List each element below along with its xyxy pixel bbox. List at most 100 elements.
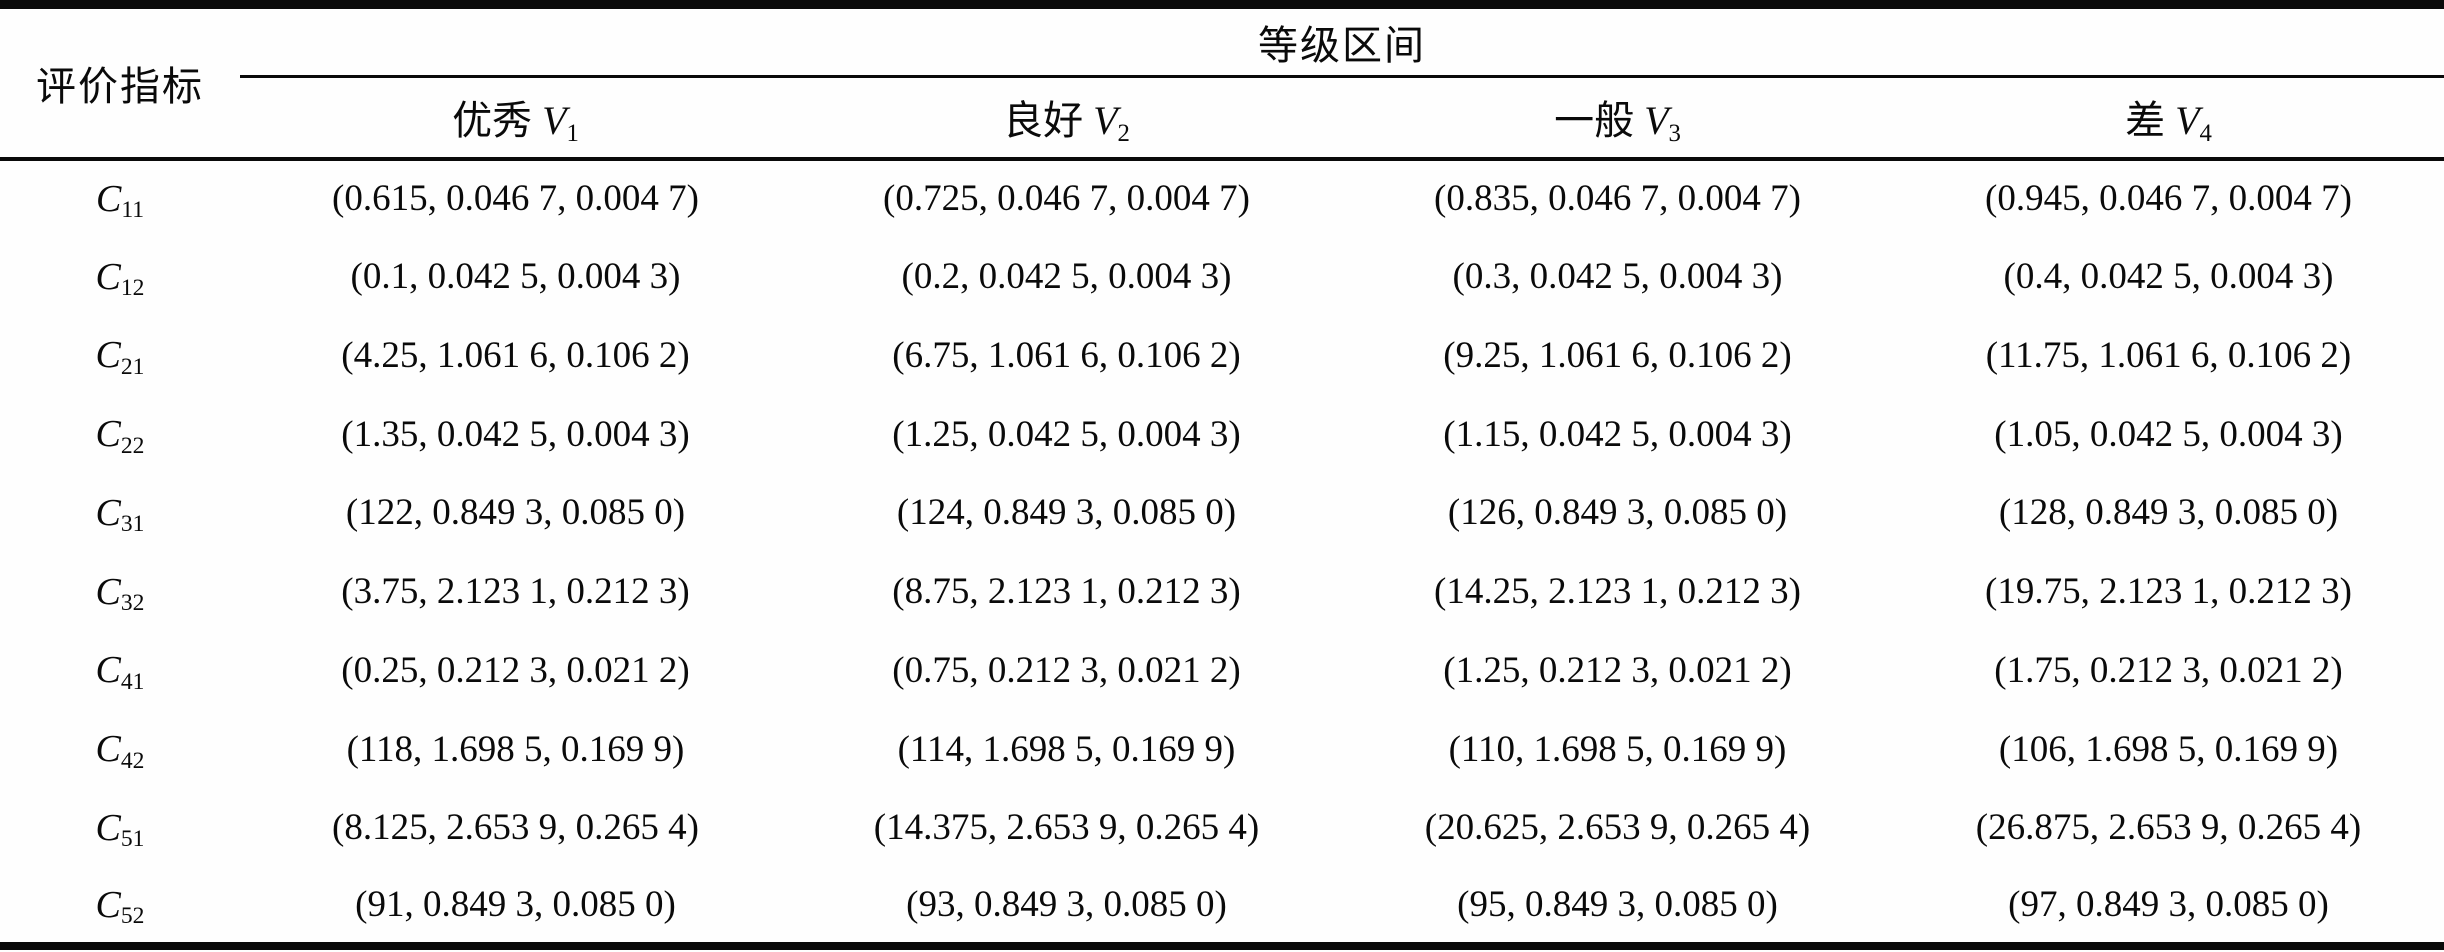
table-row-c51: C51 (8.125, 2.653 9, 0.265 4) (14.375, 2.6… [0, 789, 2444, 868]
variable-subscript: 52 [120, 903, 145, 930]
interval-value-cell: (122, 0.849 3, 0.085 0) [345, 492, 686, 534]
group-header-row: 评价指标 等级区间 [0, 4, 2444, 161]
interval-value-cell: (128, 0.849 3, 0.085 0) [1998, 492, 2339, 534]
interval-value-cell: (0.25, 0.212 3, 0.021 2) [341, 649, 690, 691]
interval-value-cell: (97, 0.849 3, 0.085 0) [2008, 884, 2329, 926]
interval-value-cell: (0.835, 0.046 7, 0.004 7) [1434, 178, 1801, 220]
variable-symbol: C [95, 255, 121, 298]
table-row-c41: C41 (0.25, 0.212 3, 0.021 2) (0.75, 0.212 … [0, 631, 2444, 710]
variable-subscript: 31 [120, 511, 145, 538]
variable-symbol: C [95, 806, 121, 849]
interval-value-cell: (118, 1.698 5, 0.169 9) [346, 728, 685, 770]
variable-symbol: C [95, 177, 122, 220]
variable-subscript: 42 [120, 747, 145, 774]
row-indicator-c21: C21 [0, 316, 240, 395]
row-indicator-c31: C31 [0, 474, 240, 553]
table-row-c11: C11 (0.615, 0.046 7, 0.004 7) (0.725, 0.04… [0, 159, 2444, 238]
variable-symbol: C [95, 649, 121, 692]
grade-label: 差 [2125, 98, 2166, 144]
variable-symbol: C [95, 728, 121, 771]
interval-value-cell: (0.725, 0.046 7, 0.004 7) [883, 178, 1250, 220]
row-indicator-c41: C41 [0, 631, 240, 710]
interval-value-cell: (0.4, 0.042 5, 0.004 3) [2003, 256, 2334, 298]
header-evaluation-indicator: 评价指标 [0, 4, 240, 161]
interval-value-cell: (114, 1.698 5, 0.169 9) [897, 728, 1236, 770]
grade-label: 优秀 [452, 98, 533, 144]
interval-value-cell: (0.615, 0.046 7, 0.004 7) [332, 178, 699, 220]
table-row-c42: C42 (118, 1.698 5, 0.169 9) (114, 1.698 5,… [0, 710, 2444, 789]
interval-value-cell: (4.25, 1.061 6, 0.106 2) [341, 334, 690, 376]
grade-label: 良好 [1003, 98, 1084, 144]
interval-value-cell: (93, 0.849 3, 0.085 0) [906, 884, 1227, 926]
interval-value-cell: (1.75, 0.212 3, 0.021 2) [1994, 649, 2343, 691]
variable-subscript: 12 [120, 275, 145, 302]
table-row-c12: C12 (0.1, 0.042 5, 0.004 3) (0.2, 0.042 5,… [0, 237, 2444, 316]
variable-subscript: 2 [1117, 120, 1130, 148]
interval-value-cell: (1.35, 0.042 5, 0.004 3) [341, 413, 690, 455]
interval-value-cell: (6.75, 1.061 6, 0.106 2) [892, 334, 1241, 376]
row-indicator-c12: C12 [0, 237, 240, 316]
interval-value-cell: (0.3, 0.042 5, 0.004 3) [1452, 256, 1783, 298]
interval-value-cell: (1.25, 0.042 5, 0.004 3) [892, 413, 1241, 455]
grade-subheader-row: 优秀 V1 良好 V2 一般 V3 差 V4 [0, 76, 2444, 161]
variable-symbol: C [95, 883, 121, 926]
variable-symbol: V [542, 98, 567, 144]
table-header: 评价指标 等级区间 优秀 V1 良好 V2 一般 V3 差 V4 [0, 4, 2444, 161]
variable-symbol: V [1093, 98, 1118, 144]
interval-value-cell: (8.75, 2.123 1, 0.212 3) [892, 571, 1241, 613]
variable-subscript: 41 [120, 668, 145, 695]
table-body: C11 (0.615, 0.046 7, 0.004 7) (0.725, 0.04… [0, 159, 2444, 947]
variable-subscript: 3 [1668, 120, 1681, 148]
interval-value-cell: (19.75, 2.123 1, 0.212 3) [1985, 571, 2352, 613]
header-grade-v4: 差 V4 [1893, 76, 2444, 161]
header-grade-v2: 良好 V2 [791, 76, 1342, 161]
variable-subscript: 21 [120, 353, 145, 380]
interval-value-cell: (1.25, 0.212 3, 0.021 2) [1443, 649, 1792, 691]
interval-value-cell: (26.875, 2.653 9, 0.265 4) [1975, 807, 2362, 849]
interval-value-cell: (0.75, 0.212 3, 0.021 2) [892, 649, 1241, 691]
interval-value-cell: (1.05, 0.042 5, 0.004 3) [1994, 413, 2343, 455]
interval-value-cell: (110, 1.698 5, 0.169 9) [1448, 728, 1787, 770]
interval-value-cell: (0.2, 0.042 5, 0.004 3) [901, 256, 1232, 298]
variable-symbol: C [95, 570, 121, 613]
interval-value-cell: (3.75, 2.123 1, 0.212 3) [341, 571, 690, 613]
variable-subscript: 1 [566, 120, 579, 148]
grade-label: 一般 [1554, 98, 1635, 144]
interval-value-cell: (0.1, 0.042 5, 0.004 3) [350, 256, 681, 298]
variable-symbol: V [2175, 98, 2200, 144]
table-row-c52: C52 (91, 0.849 3, 0.085 0) (93, 0.849 3, 0… [0, 867, 2444, 946]
interval-value-cell: (126, 0.849 3, 0.085 0) [1447, 492, 1788, 534]
interval-value-cell: (14.375, 2.653 9, 0.265 4) [873, 807, 1260, 849]
table-row-c22: C22 (1.35, 0.042 5, 0.004 3) (1.25, 0.042 … [0, 395, 2444, 474]
row-indicator-c22: C22 [0, 395, 240, 474]
interval-value-cell: (9.25, 1.061 6, 0.106 2) [1443, 334, 1792, 376]
interval-value-cell: (1.15, 0.042 5, 0.004 3) [1443, 413, 1792, 455]
row-indicator-c11: C11 [0, 159, 240, 238]
row-indicator-c42: C42 [0, 710, 240, 789]
table-row-c32: C32 (3.75, 2.123 1, 0.212 3) (8.75, 2.123 … [0, 552, 2444, 631]
variable-subscript: 32 [120, 590, 145, 617]
variable-subscript: 4 [2199, 120, 2212, 148]
interval-value-cell: (11.75, 1.061 6, 0.106 2) [1985, 334, 2352, 376]
table-row-c21: C21 (4.25, 1.061 6, 0.106 2) (6.75, 1.061 … [0, 316, 2444, 395]
row-indicator-c32: C32 [0, 552, 240, 631]
variable-subscript: 22 [120, 432, 145, 459]
interval-value-cell: (124, 0.849 3, 0.085 0) [896, 492, 1237, 534]
variable-subscript: 51 [120, 826, 145, 853]
variable-symbol: C [95, 491, 121, 534]
variable-symbol: C [95, 334, 121, 377]
interval-value-cell: (8.125, 2.653 9, 0.265 4) [332, 807, 699, 849]
header-grade-v3: 一般 V3 [1342, 76, 1893, 161]
variable-subscript: 11 [121, 197, 145, 224]
interval-value-cell: (20.625, 2.653 9, 0.265 4) [1424, 807, 1811, 849]
variable-symbol: V [1644, 98, 1669, 144]
row-indicator-c52: C52 [0, 867, 240, 946]
header-grade-interval: 等级区间 [240, 4, 2444, 78]
interval-value-cell: (14.25, 2.123 1, 0.212 3) [1434, 571, 1801, 613]
interval-value-cell: (106, 1.698 5, 0.169 9) [1998, 728, 2339, 770]
header-grade-v1: 优秀 V1 [240, 76, 791, 161]
table-row-c31: C31 (122, 0.849 3, 0.085 0) (124, 0.849 3,… [0, 474, 2444, 553]
variable-symbol: C [95, 413, 121, 456]
